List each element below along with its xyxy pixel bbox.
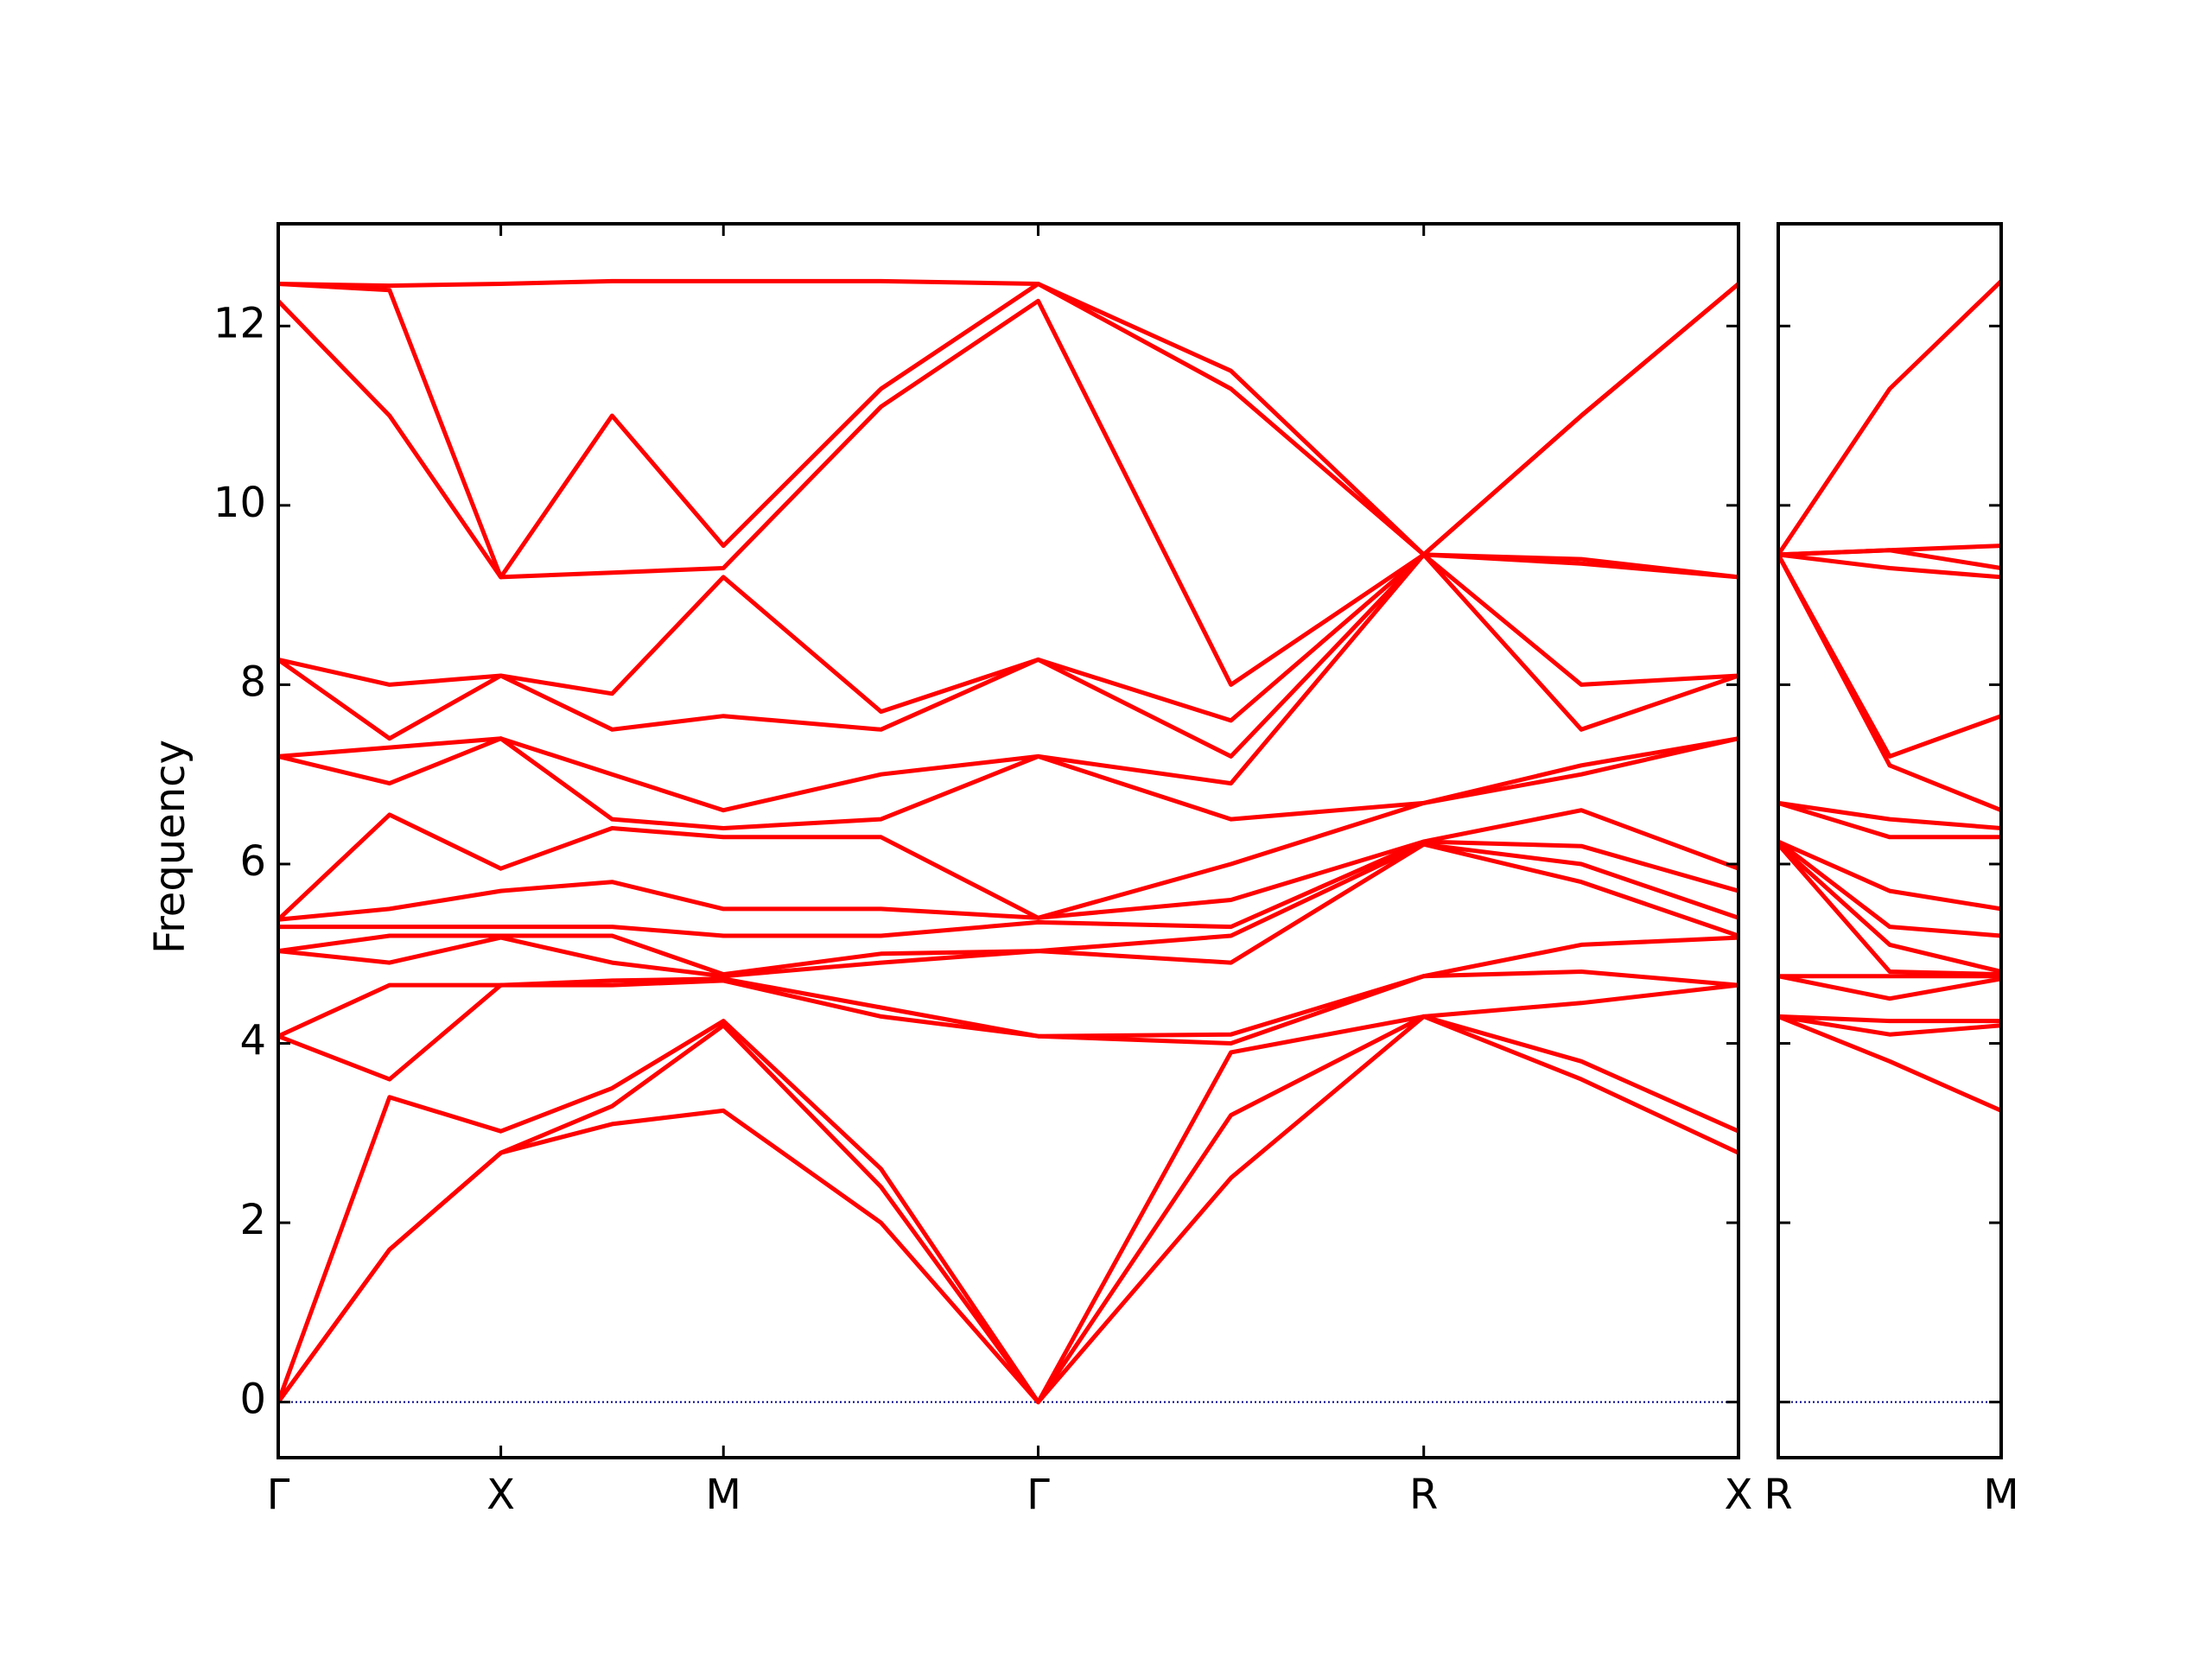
band-line <box>1778 974 2001 1001</box>
x-tick-label: X <box>1725 1471 1753 1519</box>
y-tick-label: 0 <box>239 1376 266 1424</box>
band-line <box>278 552 1738 759</box>
band-line <box>1778 543 2001 557</box>
band-line <box>1778 1014 2001 1024</box>
band-line <box>278 552 1738 813</box>
plot-frame <box>1777 222 2003 1459</box>
band-line <box>1778 1014 2001 1113</box>
band-line <box>1778 842 2001 974</box>
band-line <box>278 736 1738 830</box>
x-tick-label: R <box>1764 1471 1792 1519</box>
band-line <box>1778 552 2001 580</box>
band-line <box>278 842 1738 979</box>
y-tick-label: 12 <box>213 299 266 347</box>
band-line <box>1778 1014 2001 1037</box>
band-line <box>1778 839 2001 912</box>
band-line <box>1778 553 2001 813</box>
y-axis-label: Frequency <box>146 740 194 954</box>
band-line <box>1778 800 2001 830</box>
band-line <box>278 1014 1738 1405</box>
y-tick-label: 6 <box>239 837 266 886</box>
x-tick-label: X <box>486 1471 515 1519</box>
band-line <box>278 842 1738 977</box>
band-line <box>278 278 1738 557</box>
plot-frame <box>276 222 1740 1459</box>
band-line <box>1778 840 2001 938</box>
y-tick-label: 8 <box>239 658 266 706</box>
band-line <box>278 982 1738 1405</box>
band-line <box>278 282 1738 580</box>
band-line <box>278 298 1738 687</box>
band-line <box>278 1014 1738 1405</box>
y-tick-label: 10 <box>213 479 266 527</box>
band-line <box>278 736 1738 922</box>
band-line <box>278 808 1738 922</box>
x-tick-label: R <box>1409 1471 1438 1519</box>
x-tick-label: Γ <box>1027 1471 1050 1519</box>
band-line <box>1778 553 2001 759</box>
band-line <box>1778 801 2001 840</box>
band-line <box>1778 279 2001 556</box>
band-line <box>278 935 1738 1039</box>
y-tick-label: 2 <box>239 1196 266 1244</box>
band-line <box>278 839 1738 938</box>
band-line <box>278 969 1738 1082</box>
x-tick-label: Γ <box>267 1471 290 1519</box>
band-line <box>1778 842 2001 977</box>
band-line <box>278 552 1738 723</box>
x-tick-label: M <box>706 1471 741 1519</box>
y-tick-label: 4 <box>239 1017 266 1065</box>
x-tick-label: M <box>1983 1471 2018 1519</box>
